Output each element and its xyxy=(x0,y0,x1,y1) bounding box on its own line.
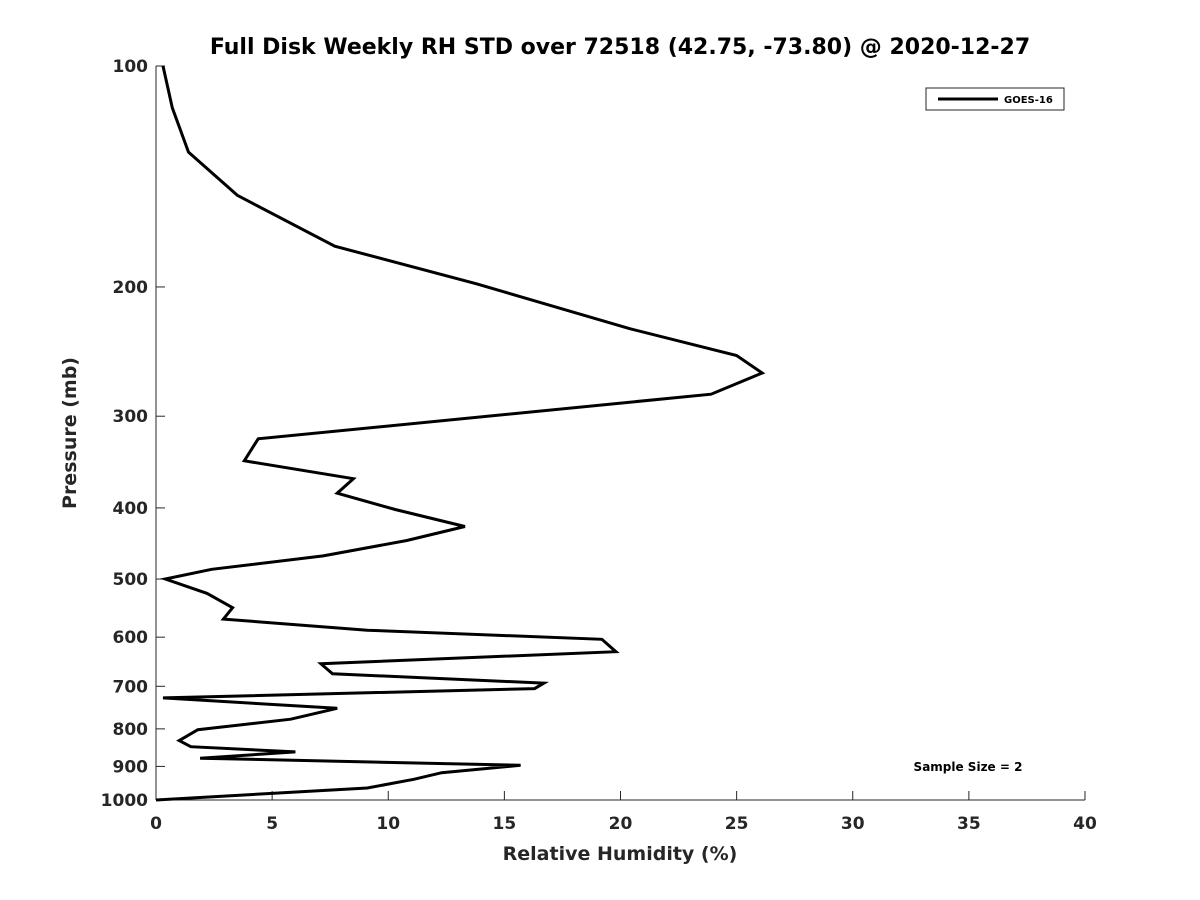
y-tick-label: 1000 xyxy=(101,791,148,811)
x-tick-label: 35 xyxy=(957,814,981,834)
x-tick-label: 10 xyxy=(376,814,400,834)
y-tick-label: 100 xyxy=(113,57,149,77)
x-axis-label: Relative Humidity (%) xyxy=(503,843,738,865)
y-tick-label: 900 xyxy=(113,757,149,777)
x-tick-label: 30 xyxy=(841,814,865,834)
y-tick-label: 400 xyxy=(113,499,149,519)
chart-title: Full Disk Weekly RH STD over 72518 (42.7… xyxy=(210,35,1030,60)
y-tick-label: 300 xyxy=(113,407,149,427)
x-tick-label: 5 xyxy=(266,814,278,834)
legend: GOES-16 xyxy=(925,87,1065,111)
y-axis-label: Pressure (mb) xyxy=(59,357,81,509)
x-tick-label: 0 xyxy=(150,814,162,834)
y-tick-label: 800 xyxy=(113,720,149,740)
x-tick-label: 15 xyxy=(493,814,517,834)
x-tick-label: 40 xyxy=(1073,814,1097,834)
sample-size-annotation: Sample Size = 2 xyxy=(914,760,1023,774)
axes: 0 5 10 15 20 25 30 35 40 100 200 300 400 500 600 700 800… xyxy=(101,57,1097,834)
x-tick-label: 20 xyxy=(609,814,633,834)
y-tick-label: 200 xyxy=(113,278,149,298)
x-tick-label: 25 xyxy=(725,814,749,834)
y-tick-label: 500 xyxy=(113,570,149,590)
legend-label: GOES-16 xyxy=(1004,95,1053,106)
y-tick-label: 700 xyxy=(113,677,149,697)
y-tick-label: 600 xyxy=(113,628,149,648)
series-layer xyxy=(155,65,766,802)
series-line-goes-16 xyxy=(155,65,766,802)
